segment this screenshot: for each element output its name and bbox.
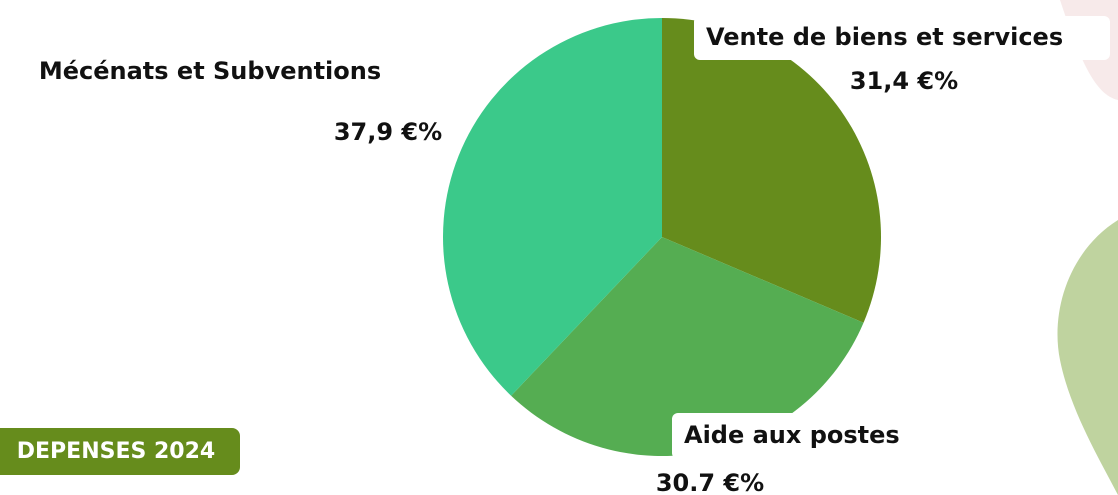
value-label: 31,4 €%: [850, 67, 958, 95]
category-label: Vente de biens et services: [706, 23, 1063, 51]
category-label: Aide aux postes: [684, 421, 900, 449]
category-label: Mécénats et Subventions: [39, 57, 381, 85]
value-label: 37,9 €%: [334, 118, 442, 146]
page: Vente de biens et services 31,4 €% Aide …: [0, 0, 1118, 495]
chart: Vente de biens et services 31,4 €% Aide …: [0, 0, 1118, 495]
decor-blob: [1057, 220, 1118, 495]
badge-text: DEPENSES 2024: [17, 439, 215, 464]
value-label: 30.7 €%: [656, 469, 764, 495]
